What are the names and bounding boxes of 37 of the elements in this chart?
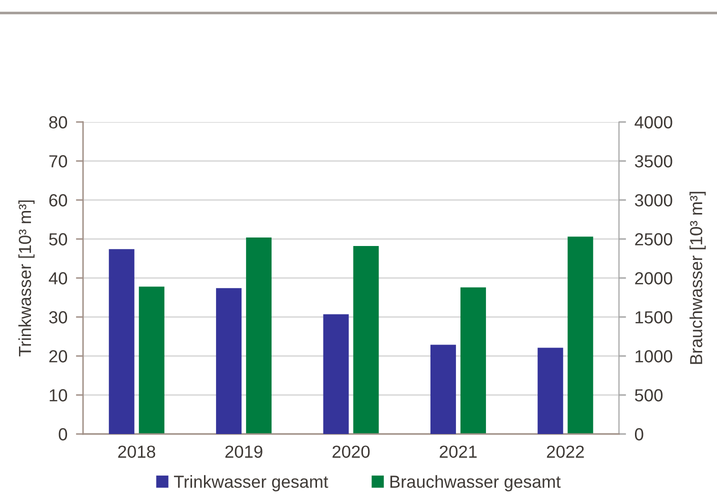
bar <box>216 288 242 434</box>
bar <box>246 237 272 434</box>
y-tick-label: 60 <box>49 194 68 206</box>
legend-label: Brauchwasser gesamt <box>390 475 561 492</box>
x-tick-label: 2019 <box>225 446 262 458</box>
bar <box>353 246 379 434</box>
y2-tick-label: 0 <box>634 428 644 440</box>
y-tick-label: 40 <box>48 272 68 284</box>
y2-tick-label: 2000 <box>635 272 672 284</box>
x-tick-label: 2021 <box>440 446 477 458</box>
bar <box>568 236 594 434</box>
x-tick-label: 2022 <box>546 446 584 458</box>
y-axis-title: Trinkwasser [10³ m³] <box>18 200 35 356</box>
y-tick-label: 10 <box>50 389 68 402</box>
bar <box>538 348 564 434</box>
y-tick-label: 30 <box>49 311 68 324</box>
bar <box>108 249 134 434</box>
y-tick-label: 0 <box>58 428 68 440</box>
y-tick-label: 80 <box>49 116 68 128</box>
y2-tick-label: 3500 <box>634 155 672 168</box>
y-tick-label: 70 <box>49 155 68 168</box>
y2-tick-label: 2500 <box>635 233 672 246</box>
y2-tick-label: 3000 <box>634 194 672 206</box>
y2-tick-label: 4000 <box>634 116 672 128</box>
x-tick-label: 2018 <box>118 446 156 458</box>
bar <box>323 314 349 434</box>
bar <box>138 286 164 434</box>
x-tick-label: 2020 <box>332 446 370 458</box>
y-tick-label: 50 <box>49 233 68 246</box>
y2-tick-label: 1000 <box>636 350 672 362</box>
y2-tick-label: 1500 <box>636 311 672 324</box>
y2-tick-label: 500 <box>634 389 663 402</box>
legend-label: Trinkwasser gesamt <box>174 475 328 492</box>
y2-axis-title: Brauchwasser [10³ m³] <box>690 192 706 364</box>
y-tick-label: 20 <box>49 350 68 362</box>
bar <box>430 344 456 434</box>
bar <box>460 287 486 434</box>
